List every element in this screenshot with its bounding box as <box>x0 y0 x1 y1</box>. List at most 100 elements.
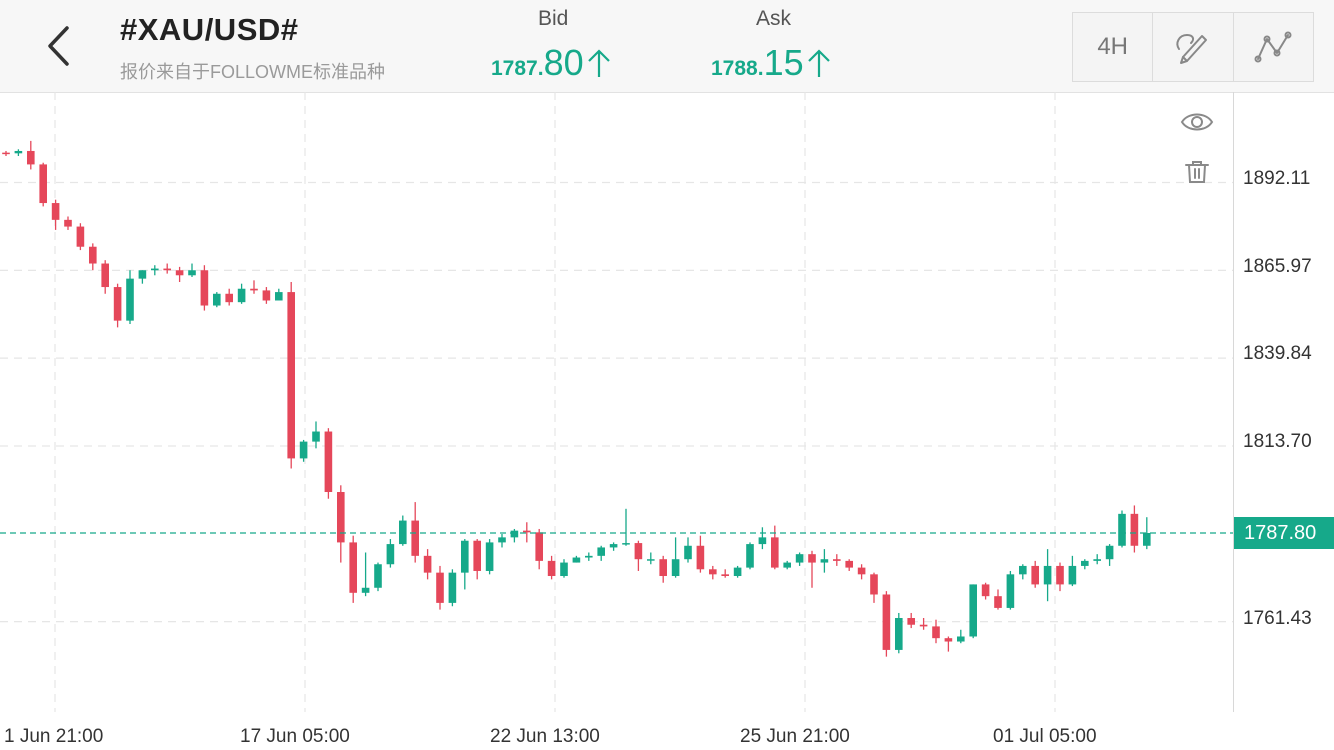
x-tick-label: 01 Jul 05:00 <box>993 726 1097 747</box>
candle-body <box>919 624 928 627</box>
candle-body <box>808 554 816 563</box>
candle-body <box>932 626 940 639</box>
indicator-icon[interactable] <box>1232 13 1313 81</box>
quote-source: 报价来自于FOLLOWME标准品种 <box>120 62 386 82</box>
up-arrow-icon <box>806 48 832 83</box>
candle-body <box>113 287 122 321</box>
candle-body <box>981 584 990 597</box>
x-tick-label: 22 Jun 13:00 <box>490 726 600 747</box>
candle-body <box>957 636 965 642</box>
candle-body <box>262 290 271 301</box>
candle-body <box>1118 513 1126 546</box>
candle-body <box>498 537 506 543</box>
candle-body <box>175 270 184 276</box>
current-price-tag: 1787.80 <box>1234 517 1334 549</box>
candle-body <box>89 246 97 264</box>
candle-body <box>275 292 283 301</box>
candle-body <box>473 540 481 571</box>
ask-price: 1788.15 <box>711 42 832 84</box>
candle-body <box>1056 565 1064 585</box>
candle-body <box>634 543 643 560</box>
candle-body <box>609 544 618 548</box>
candle-body <box>101 263 109 288</box>
candle-body <box>423 555 432 573</box>
candle-body <box>684 545 692 560</box>
candle-body <box>771 537 779 568</box>
candlestick-chart[interactable] <box>0 92 1334 750</box>
candle-body <box>1143 533 1151 546</box>
candle-body <box>14 150 23 154</box>
candle-body <box>523 530 531 533</box>
candle-body <box>250 288 258 291</box>
candle-body <box>213 293 221 306</box>
eye-icon[interactable] <box>1180 108 1214 141</box>
bid-price: 1787.80 <box>491 42 612 84</box>
candle-body <box>895 618 903 650</box>
toolbar: 4H <box>1072 12 1314 82</box>
bid-price-main: 1787. <box>491 57 544 80</box>
candle-body <box>361 587 370 593</box>
candle-body <box>399 520 407 545</box>
price-axis-line <box>1233 92 1234 712</box>
candle-body <box>795 554 804 563</box>
bid-label: Bid <box>538 7 569 30</box>
candle-body <box>1093 559 1101 561</box>
bid-price-big: 80 <box>543 42 584 83</box>
candle-body <box>659 559 667 577</box>
candle-body <box>1019 565 1027 575</box>
candle-body <box>882 594 891 650</box>
trash-icon[interactable] <box>1184 160 1210 189</box>
timeframe-button[interactable]: 4H <box>1097 33 1128 60</box>
candle-body <box>1006 574 1015 608</box>
candle-body <box>237 288 246 303</box>
candle-body <box>994 596 1002 608</box>
up-arrow-icon <box>586 48 612 83</box>
candle-body <box>845 560 853 568</box>
candle-body <box>485 542 494 571</box>
candle-body <box>1130 513 1139 546</box>
candle-body <box>188 270 196 276</box>
back-arrow-icon[interactable] <box>40 22 80 70</box>
candle-body <box>200 270 209 306</box>
candle-body <box>349 542 357 593</box>
candle-body <box>547 560 556 577</box>
candle-body <box>76 226 85 247</box>
candle-body <box>299 441 308 459</box>
y-tick-label: 1839.84 <box>1243 343 1312 364</box>
candle-body <box>151 268 159 271</box>
candle-body <box>138 270 147 279</box>
candle-body <box>1031 565 1039 585</box>
header: #XAU/USD# 报价来自于FOLLOWME标准品种 Bid 1787.80 … <box>0 0 1334 93</box>
candle-body <box>758 537 767 545</box>
candle-body <box>820 559 829 563</box>
candle-body <box>510 530 519 538</box>
x-tick-label: 1 Jun 21:00 <box>4 726 104 747</box>
candle-body <box>870 574 878 595</box>
draw-tool-icon[interactable] <box>1152 13 1232 81</box>
y-tick-label: 1892.11 <box>1243 168 1311 189</box>
candle-body <box>709 569 717 575</box>
candle-body <box>374 564 382 588</box>
candle-body <box>560 562 568 577</box>
candle-body <box>535 532 543 561</box>
candle-body <box>1068 565 1077 585</box>
candle-body <box>163 268 171 271</box>
candle-body <box>1081 560 1089 566</box>
candle-body <box>51 203 60 220</box>
candle-body <box>833 559 841 561</box>
ask-label: Ask <box>756 7 792 30</box>
candle-body <box>907 618 915 625</box>
candle-body <box>572 557 581 563</box>
ask-price-big: 15 <box>763 42 804 83</box>
candle-body <box>448 572 457 603</box>
x-tick-label: 25 Jun 21:00 <box>740 726 850 747</box>
candle-body <box>324 431 333 493</box>
candle-body <box>746 544 754 568</box>
y-tick-label: 1761.43 <box>1243 608 1312 629</box>
candle-body <box>287 292 295 459</box>
candle-body <box>27 150 35 165</box>
candle-body <box>857 567 866 575</box>
candle-body <box>126 278 134 321</box>
symbol-title: #XAU/USD# <box>120 12 299 47</box>
candle-body <box>2 152 10 155</box>
